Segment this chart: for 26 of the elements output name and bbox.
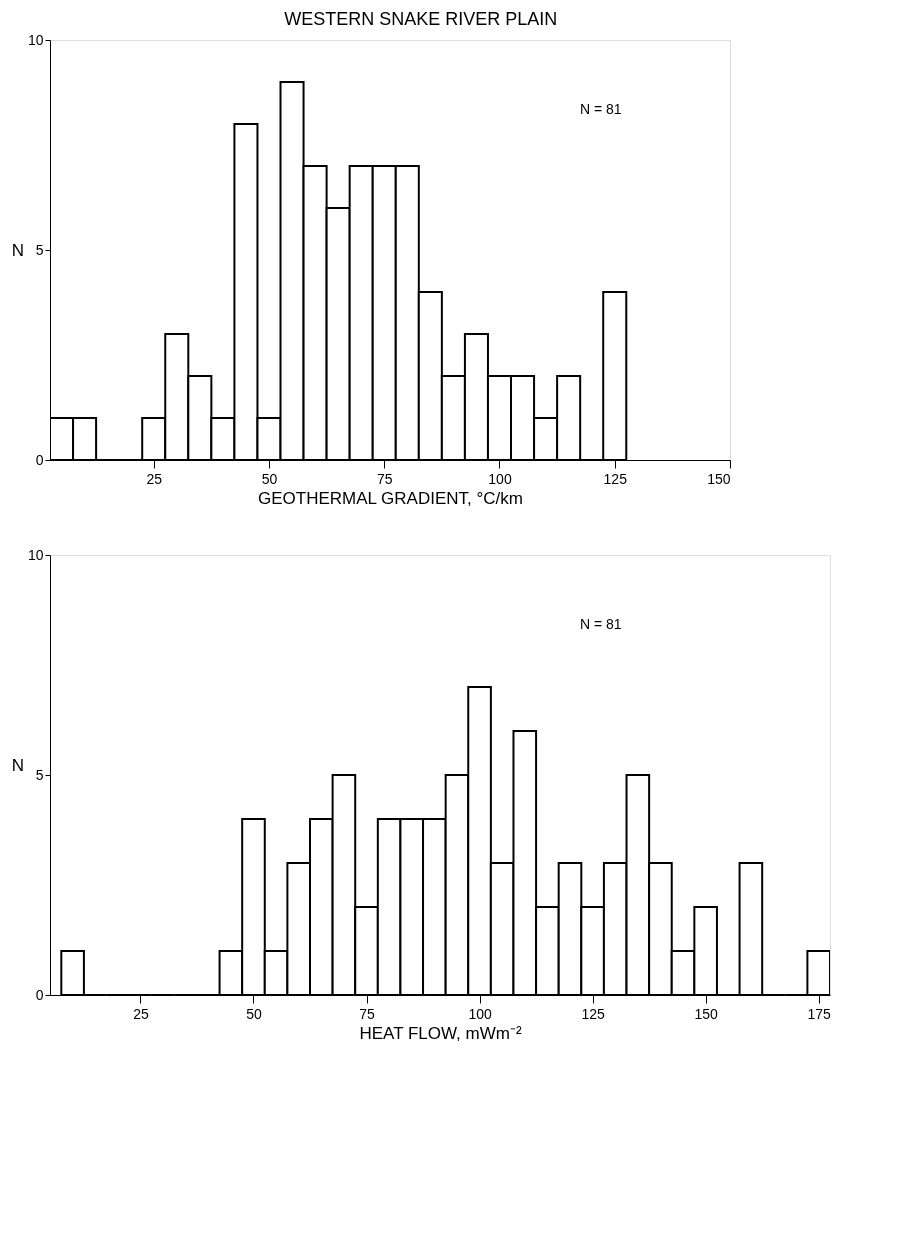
annotation: N = 81 (580, 101, 622, 117)
x-tick-label: 100 (468, 1005, 492, 1022)
x-tick-label: 175 (807, 1005, 832, 1022)
y-tick-label: 0 (35, 986, 44, 1003)
y-axis-title: N (11, 240, 24, 260)
x-tick-label: 100 (488, 470, 512, 487)
y-tick-label: 10 (27, 31, 44, 48)
y-axis-title: N (11, 755, 24, 775)
x-tick-label: 150 (707, 470, 731, 487)
y-tick-label: 5 (35, 766, 44, 783)
annotation: N = 81 (580, 616, 622, 632)
x-tick-label: 125 (603, 470, 628, 487)
x-tick-label: 50 (261, 470, 278, 487)
x-tick-label: 25 (133, 1005, 149, 1022)
x-axis-title: HEAT FLOW, mWm⁻² (359, 1023, 522, 1043)
x-tick-label: 75 (376, 470, 393, 487)
x-tick-label: 150 (694, 1005, 719, 1022)
x-axis-title: GEOTHERMAL GRADIENT, °C/km (258, 488, 523, 508)
x-tick-label: 125 (581, 1005, 605, 1022)
y-tick-label: 5 (35, 241, 44, 258)
y-tick-label: 10 (27, 546, 44, 563)
y-tick-label: 0 (35, 451, 44, 468)
x-tick-label: 50 (246, 1005, 262, 1022)
x-tick-label: 75 (359, 1005, 376, 1022)
chart-title: WESTERN SNAKE RIVER PLAIN (284, 8, 558, 29)
x-tick-label: 25 (146, 470, 163, 487)
